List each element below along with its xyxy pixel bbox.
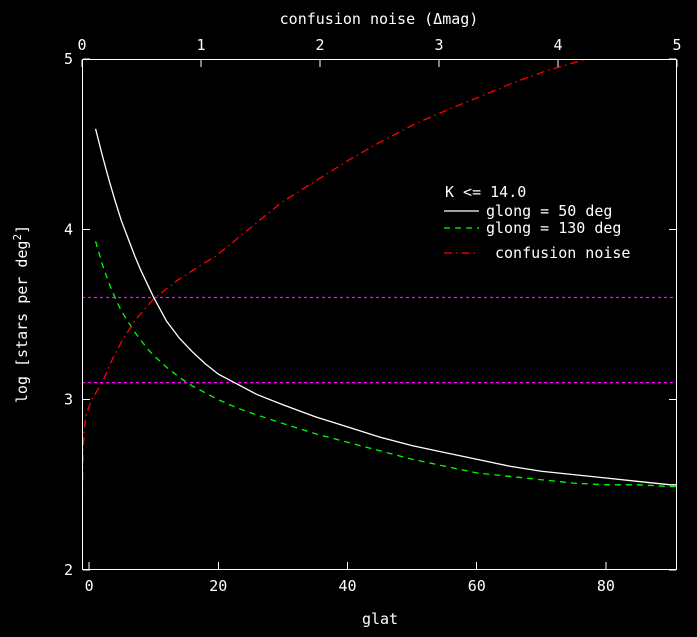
- left-axis-title-bracket: ]: [13, 225, 31, 234]
- top-tick-label: 0: [77, 36, 86, 54]
- legend-label-confusion-noise: confusion noise: [495, 244, 630, 262]
- reference-lines-layer: [82, 296, 677, 384]
- top-tick-label: 1: [196, 36, 205, 54]
- bottom-axis-title: glat: [362, 610, 398, 628]
- top-tick-label: 2: [315, 36, 324, 54]
- left-tick-label: 3: [64, 391, 73, 409]
- top-tick-label: 5: [672, 36, 681, 54]
- series-curve-glong-130-deg: [94, 241, 677, 488]
- bottom-tick-label: 40: [338, 577, 356, 595]
- top-axis-title: confusion noise (Δmag): [280, 10, 479, 28]
- legend: K <= 14.0 glong = 50 deg glong = 130 deg…: [444, 183, 630, 262]
- legend-label-glong-130: glong = 130 deg: [486, 219, 621, 237]
- left-tick-label: 4: [64, 220, 73, 238]
- left-axis-title-text: log [stars per deg: [13, 241, 31, 404]
- series-curve-glong-50-deg: [94, 128, 677, 486]
- plot-box: [82, 59, 677, 570]
- series-curve-confusion-noise: [82, 59, 587, 533]
- left-axis-title-superscript: 2: [11, 234, 24, 241]
- left-tick-label: 2: [64, 561, 73, 579]
- left-axis-title: log [stars per deg2]: [11, 225, 31, 403]
- series-layer: [82, 59, 677, 533]
- legend-label-glong-50: glong = 50 deg: [486, 202, 612, 220]
- top-tick-label: 4: [553, 36, 562, 54]
- bottom-tick-label: 20: [209, 577, 227, 595]
- top-tick-label: 3: [434, 36, 443, 54]
- left-tick-label: 5: [64, 50, 73, 68]
- bottom-tick-label: 80: [597, 577, 615, 595]
- legend-header: K <= 14.0: [445, 183, 526, 201]
- axes-layer: [81, 58, 678, 571]
- bottom-tick-label: 0: [85, 577, 94, 595]
- tick-label-layer: 0 20 40 60 80 0 1 2 3 4 5 5 4 3 2: [64, 36, 682, 595]
- bottom-tick-label: 60: [468, 577, 486, 595]
